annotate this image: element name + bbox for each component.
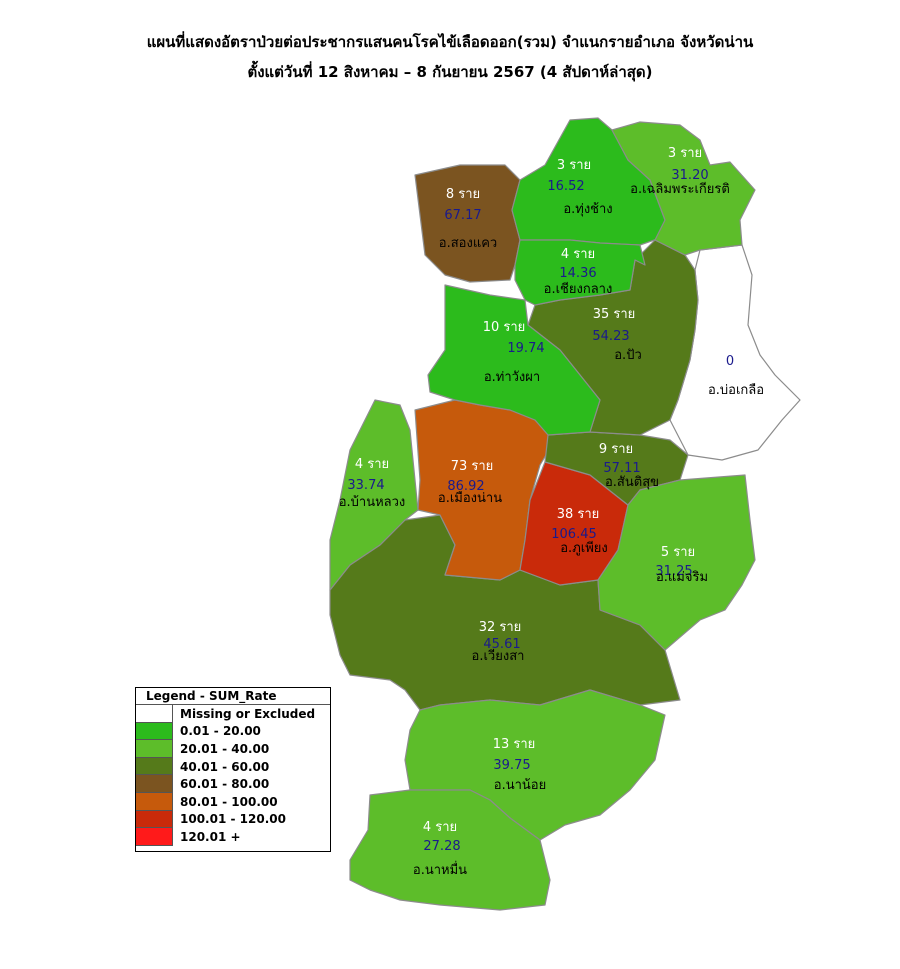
legend-swatch	[136, 810, 173, 829]
legend-swatch	[136, 792, 173, 811]
cases-label-pua: 35 ราย	[593, 307, 636, 322]
name-label-chiangklang: อ.เชียงกลาง	[544, 281, 613, 297]
name-label-chaloemphrakiat: อ.เฉลิมพระเกียรติ	[630, 181, 730, 197]
cases-label-santisuk: 9 ราย	[599, 442, 633, 457]
label-naoi: 13 ราย 39.75 อ.นาน้อย	[493, 737, 547, 793]
map-title-line-2: ตั้งแต่วันที่ 12 สิงหาคม – 8 กันยายน 256…	[247, 63, 653, 81]
rate-label-santisuk: 57.11	[603, 461, 640, 476]
rate-label-naoi: 39.75	[493, 758, 530, 773]
legend-item: 60.01 - 80.00	[136, 775, 330, 793]
name-label-phukhiang: อ.ภูเพียง	[560, 540, 608, 556]
name-label-banluang: อ.บ้านหลวง	[339, 495, 406, 510]
cases-label-namuen: 4 ราย	[423, 820, 457, 835]
cases-label-chaloemphrakiat: 3 ราย	[668, 146, 702, 161]
legend-item: 40.01 - 60.00	[136, 757, 330, 776]
map-legend: Legend - SUM_Rate Missing or Excluded 0.…	[135, 687, 331, 852]
name-label-namuen: อ.นาหมื่น	[413, 861, 467, 878]
district-thawangpha	[427, 284, 601, 436]
cases-label-chiangklang: 4 ราย	[561, 247, 595, 262]
name-label-pua: อ.ปัว	[614, 348, 642, 363]
rate-label-chiangklang: 14.36	[559, 266, 596, 281]
name-label-thawangpha: อ.ท่าวังผา	[484, 370, 540, 385]
rate-label-wiangsa: 45.61	[483, 637, 520, 652]
legend-title: Legend - SUM_Rate	[136, 688, 330, 705]
legend-item: 20.01 - 40.00	[136, 740, 330, 758]
rate-label-songkhwae: 67.17	[444, 208, 481, 223]
rate-label-muangnan: 86.92	[447, 479, 484, 494]
label-chaloemphrakiat: 3 ราย 31.20 อ.เฉลิมพระเกียรติ	[630, 146, 730, 197]
district-banluang	[329, 399, 419, 591]
legend-item: 80.01 - 100.00	[136, 792, 330, 811]
district-chaloemphrakiat	[611, 121, 756, 256]
legend-item: Missing or Excluded	[136, 705, 330, 723]
label-thawangpha: 10 ราย 19.74 อ.ท่าวังผา	[483, 320, 545, 385]
legend-item: 120.01 +	[136, 828, 330, 846]
legend-swatch	[136, 828, 173, 846]
legend-label: Missing or Excluded	[180, 706, 316, 721]
cases-label-maecharim: 5 ราย	[661, 545, 695, 560]
legend-label: 20.01 - 40.00	[180, 741, 270, 756]
cases-label-phukhiang: 38 ราย	[557, 507, 600, 522]
name-label-maecharim: อ.แม่จริม	[656, 570, 708, 585]
rate-label-boklua: 0	[726, 354, 734, 369]
name-label-santisuk: อ.สันติสุข	[605, 475, 659, 490]
name-label-muangnan: อ.เมืองน่าน	[438, 490, 502, 506]
legend-label: 80.01 - 100.00	[180, 794, 278, 809]
rate-label-maecharim: 31.25	[655, 564, 692, 579]
cases-label-muangnan: 73 ราย	[451, 459, 494, 474]
district-chiangklang	[514, 239, 646, 306]
label-banluang: 4 ราย 33.74 อ.บ้านหลวง	[339, 457, 406, 510]
legend-swatch	[136, 705, 173, 723]
label-santisuk: 9 ราย 57.11 อ.สันติสุข	[599, 442, 659, 490]
district-maecharim	[597, 474, 756, 651]
legend-label: 40.01 - 60.00	[180, 759, 270, 774]
legend-item: 0.01 - 20.00	[136, 722, 330, 741]
rate-label-pua: 54.23	[592, 329, 629, 344]
cases-label-thawangpha: 10 ราย	[483, 320, 526, 335]
rate-label-namuen: 27.28	[423, 839, 460, 854]
name-label-naoi: อ.นาน้อย	[494, 778, 546, 793]
legend-label: 120.01 +	[180, 829, 241, 844]
name-label-boklua: อ.บ่อเกลือ	[708, 382, 764, 398]
rate-label-thawangpha: 19.74	[507, 341, 544, 356]
district-songkhwae	[414, 164, 521, 283]
cases-label-banluang: 4 ราย	[355, 457, 389, 472]
legend-swatch	[136, 775, 173, 793]
legend-swatch	[136, 757, 173, 776]
legend-swatch	[136, 722, 173, 741]
legend-label: 100.01 - 120.00	[180, 812, 286, 827]
label-boklua: 0 อ.บ่อเกลือ	[708, 354, 764, 398]
rate-label-chaloemphrakiat: 31.20	[671, 168, 708, 183]
label-namuen: 4 ราย 27.28 อ.นาหมื่น	[413, 820, 467, 878]
legend-label: 0.01 - 20.00	[180, 724, 261, 739]
label-phukhiang: 38 ราย 106.45 อ.ภูเพียง	[551, 507, 608, 556]
legend-label: 60.01 - 80.00	[180, 777, 270, 792]
name-label-thungchang: อ.ทุ่งช้าง	[563, 202, 612, 217]
name-label-wiangsa: อ.เวียงสา	[472, 648, 525, 664]
label-chiangklang: 4 ราย 14.36 อ.เชียงกลาง	[544, 247, 613, 297]
legend-swatch	[136, 740, 173, 758]
rate-label-thungchang: 16.52	[547, 179, 584, 194]
legend-item: 100.01 - 120.00	[136, 810, 330, 829]
cases-label-thungchang: 3 ราย	[557, 158, 591, 173]
label-wiangsa: 32 ราย 45.61 อ.เวียงสา	[472, 620, 525, 664]
district-namuen	[349, 789, 551, 911]
label-maecharim: 5 ราย 31.25 อ.แม่จริม	[655, 545, 708, 585]
cases-label-songkhwae: 8 ราย	[446, 187, 480, 202]
rate-label-phukhiang: 106.45	[551, 527, 597, 542]
map-title-line-1: แผนที่แสดงอัตราป่วยต่อประชากรแสนคนโรคไข้…	[146, 33, 754, 51]
label-muangnan: 73 ราย 86.92 อ.เมืองน่าน	[438, 459, 502, 506]
label-thungchang: 3 ราย 16.52 อ.ทุ่งช้าง	[547, 158, 612, 217]
label-songkhwae: 8 ราย 67.17 อ.สองแคว	[439, 187, 497, 251]
label-pua: 35 ราย 54.23 อ.ปัว	[592, 307, 641, 363]
cases-label-wiangsa: 32 ราย	[479, 620, 522, 635]
rate-label-banluang: 33.74	[347, 478, 384, 493]
cases-label-naoi: 13 ราย	[493, 737, 536, 752]
name-label-songkhwae: อ.สองแคว	[439, 236, 497, 251]
